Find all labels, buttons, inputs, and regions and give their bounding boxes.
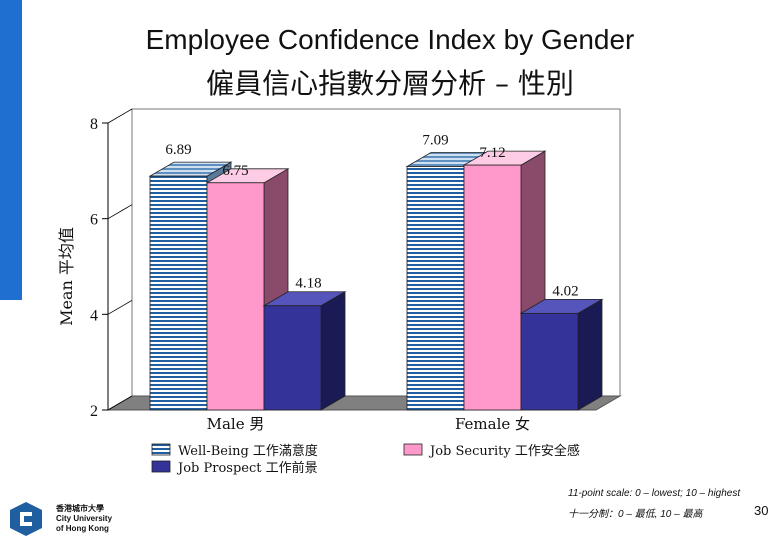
y-tick-label: 2 [90,403,98,420]
bar-side [320,291,346,411]
legend-label: Job Prospect 工作前景 [176,460,318,476]
bar-data-label: 6.89 [165,142,191,158]
bar [206,182,265,411]
bar-data-label: 7.09 [422,133,448,149]
bar [520,312,579,411]
logo-text-en-2: of Hong Kong [56,524,109,533]
y-tick-depth [107,395,133,411]
y-axis-label: Mean 平均值 [57,227,76,326]
logo-text-en-1: City University [56,514,113,523]
y-tick-depth [107,204,133,220]
legend-box [124,438,614,476]
chart-subtitle: 僱員信心指數分層分析 – 性別 [206,67,574,100]
page-number: 30 [754,503,769,518]
x-category-label: Female 女 [455,415,530,433]
scale-note-en: 11-point scale: 0 – lowest; 10 – highest [568,488,741,499]
bar-data-label: 6.75 [222,163,248,179]
bar-side [577,298,603,411]
university-logo-icon [10,502,42,536]
legend-swatch [403,443,423,456]
bar-data-label: 4.18 [295,276,321,292]
scale-note-zh: 十一分制：0 – 最低, 10 – 最高 [568,509,703,520]
accent-sidebar [0,0,22,300]
bar [263,305,322,411]
legend-label: Job Security 工作安全感 [428,443,580,459]
x-category-label: Male 男 [207,415,265,433]
bar-data-label: 7.12 [479,145,505,161]
y-tick-depth [107,299,133,315]
y-tick-label: 4 [90,307,98,324]
bar [406,166,465,411]
y-tick-depth [107,108,133,124]
logo-text-zh: 香港城市大學 [56,504,104,513]
bar [149,175,208,411]
chart-title: Employee Confidence Index by Gender [145,24,635,55]
legend-label: Well-Being 工作滿意度 [178,443,318,459]
legend-swatch [151,443,171,456]
university-logo: 香港城市大學 City University of Hong Kong [6,500,116,538]
bar [463,164,522,411]
legend-swatch [151,460,171,473]
bar-data-label: 4.02 [552,283,578,299]
y-tick-label: 6 [90,212,98,229]
y-tick-label: 8 [90,116,98,133]
